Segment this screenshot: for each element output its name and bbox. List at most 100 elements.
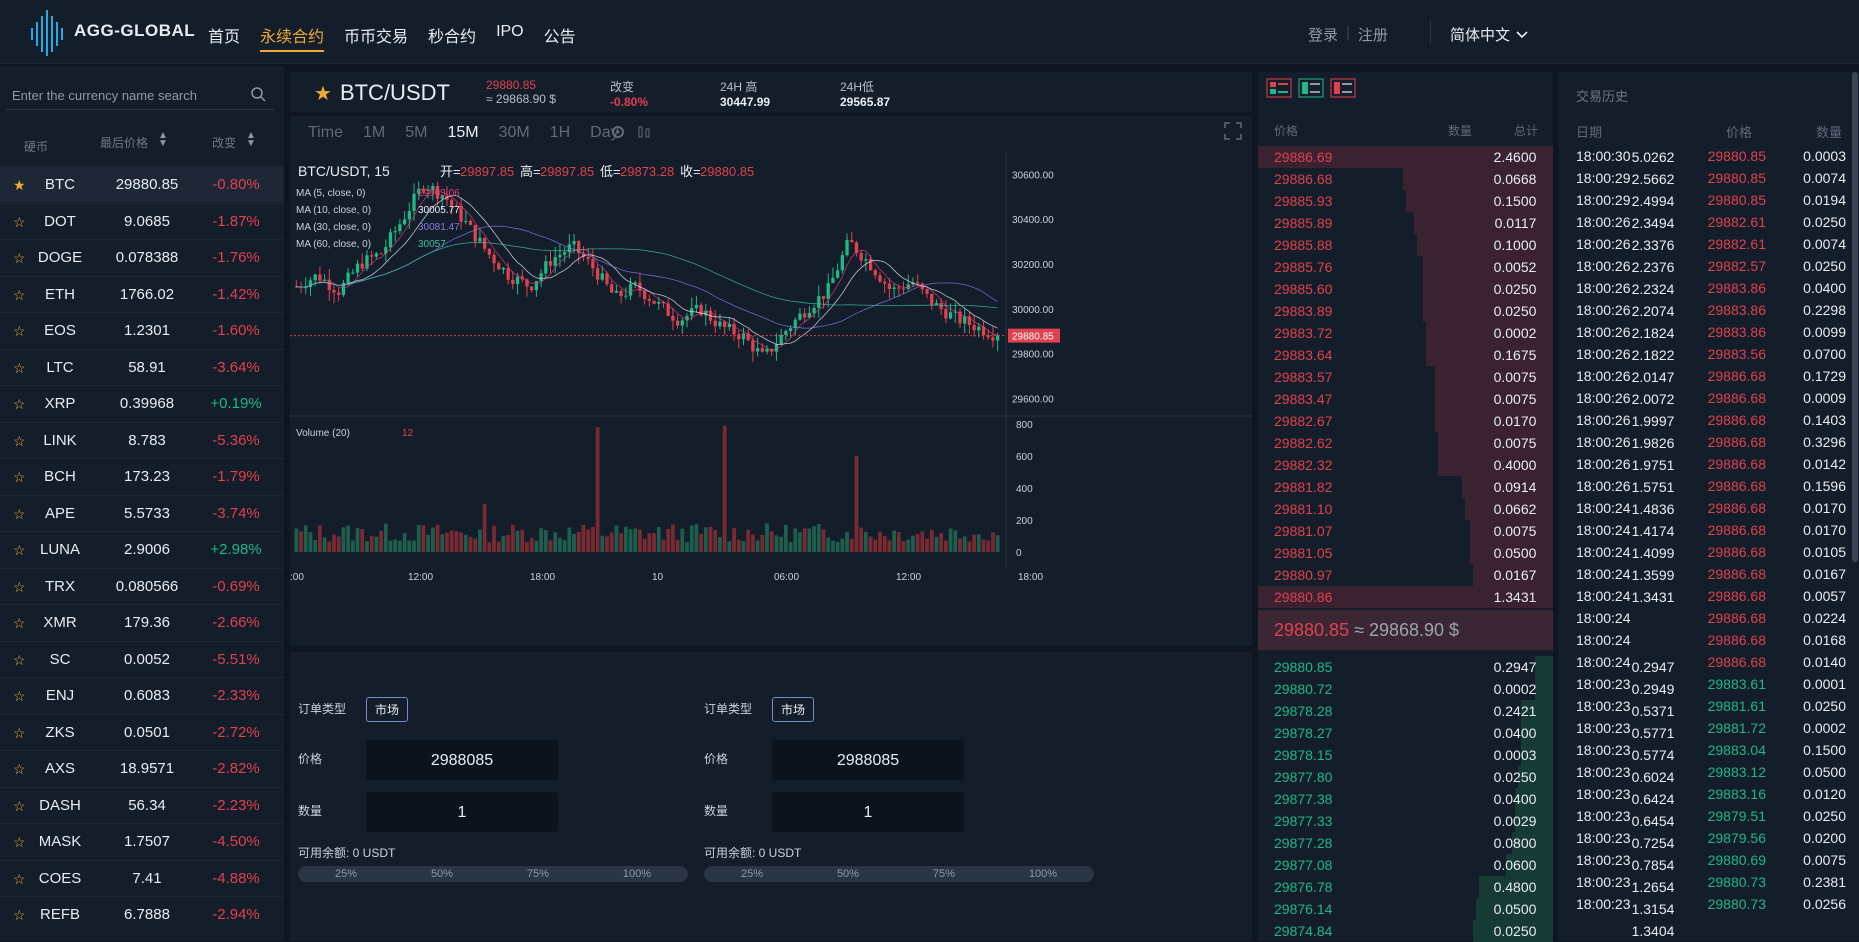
ask-row[interactable]: 29881.10 0.0662 1.4836: [1258, 498, 1674, 520]
nav-item[interactable]: 秒合约: [428, 29, 477, 46]
favorite-star-icon[interactable]: ☆: [13, 396, 26, 412]
ask-row[interactable]: 29885.60 0.0250 2.2324: [1258, 278, 1674, 300]
favorite-star-icon[interactable]: ☆: [13, 615, 26, 631]
market-row[interactable]: ☆ LINK 8.783 -5.36%: [0, 421, 284, 458]
coin-header[interactable]: 硬币: [24, 140, 49, 154]
scrollbar[interactable]: [1852, 72, 1858, 562]
login-link[interactable]: 登录: [1308, 27, 1339, 44]
percent-option[interactable]: 100%: [1028, 868, 1058, 880]
change-header[interactable]: 改变: [212, 136, 237, 150]
ask-row[interactable]: 29885.93 0.1500 2.4994: [1258, 190, 1674, 212]
favorite-star-icon[interactable]: ☆: [13, 688, 26, 704]
timeframe-option[interactable]: 30M: [498, 124, 530, 141]
market-row[interactable]: ☆ DOGE 0.078388 -1.76%: [0, 239, 284, 275]
bid-row[interactable]: 29877.33 0.0029 0.6454: [1258, 810, 1674, 832]
favorite-star-icon[interactable]: ☆: [13, 724, 26, 741]
favorite-star-icon[interactable]: ☆: [13, 870, 26, 887]
market-row[interactable]: ☆ COES 7.41 -4.88%: [0, 859, 284, 896]
market-row[interactable]: ★ BTC 29880.85 -0.80%: [0, 166, 284, 202]
market-row[interactable]: ☆ EOS 1.2301 -1.60%: [0, 312, 284, 348]
bid-row[interactable]: 29877.28 0.0800 0.7254: [1258, 832, 1674, 854]
candlestick-chart[interactable]: 30600.00 30400.00 30200.00 30000.00 29800.00…: [290, 152, 1252, 646]
market-order-button[interactable]: 市场: [366, 697, 408, 722]
favorite-star-icon[interactable]: ☆: [13, 505, 26, 522]
sort-icon[interactable]: ▲ ▼: [246, 130, 256, 149]
market-row[interactable]: ☆ SC 0.0052 -5.51%: [0, 640, 284, 677]
bid-row[interactable]: 29876.14 0.0500 1.3154: [1258, 898, 1674, 920]
quantity-input[interactable]: 1: [366, 792, 558, 832]
sort-icon[interactable]: ▲ ▼: [158, 130, 168, 149]
timeframe-option[interactable]: Time: [308, 124, 343, 141]
percent-option[interactable]: 75%: [526, 868, 549, 880]
percent-option[interactable]: 25%: [740, 868, 763, 880]
ask-row[interactable]: 29880.97 0.0167 1.3599: [1258, 564, 1674, 586]
language-selector[interactable]: 简体中文: [1450, 24, 1528, 45]
ask-row[interactable]: 29885.76 0.0052 2.2376: [1258, 256, 1674, 278]
ask-row[interactable]: 29881.07 0.0075 1.4174: [1258, 520, 1674, 542]
price-input[interactable]: 2988085: [366, 740, 558, 780]
search-icon[interactable]: [250, 86, 266, 102]
market-row[interactable]: ☆ AXS 18.9571 -2.82%: [0, 750, 284, 786]
ask-row[interactable]: 29886.69 2.4600 5.0262: [1258, 146, 1674, 168]
last-price-header[interactable]: 最后价格: [100, 136, 149, 150]
nav-item[interactable]: 公告: [543, 29, 576, 46]
favorite-star-icon[interactable]: ☆: [13, 761, 26, 777]
market-row[interactable]: ☆ DASH 56.34 -2.23%: [0, 786, 284, 823]
market-row[interactable]: ☆ MASK 1.7507 -4.50%: [0, 823, 284, 859]
ask-row[interactable]: 29883.89 0.0250 2.2074: [1258, 300, 1674, 322]
bid-row[interactable]: 29877.38 0.0400 0.6424: [1258, 788, 1674, 810]
favorite-star-icon[interactable]: ☆: [13, 797, 26, 814]
market-order-button[interactable]: 市场: [772, 697, 814, 722]
percent-option[interactable]: 100%: [622, 868, 652, 880]
ask-row[interactable]: 29885.89 0.0117 2.3494: [1258, 212, 1674, 234]
timeframe-option[interactable]: Day: [590, 124, 619, 141]
favorite-star-icon[interactable]: ★: [13, 177, 26, 193]
market-row[interactable]: ☆ REFB 6.7888 -2.94%: [0, 896, 284, 932]
timeframe-option[interactable]: 5M: [405, 124, 428, 141]
ask-row[interactable]: 29886.68 0.0668 2.5662: [1258, 168, 1674, 190]
ask-row[interactable]: 29883.64 0.1675 2.1822: [1258, 344, 1674, 366]
register-link[interactable]: 注册: [1357, 27, 1388, 44]
indicator-icon[interactable]: [636, 124, 652, 140]
ask-row[interactable]: 29882.32 0.4000 1.9751: [1258, 454, 1674, 476]
bid-row[interactable]: 29878.28 0.2421 0.5371: [1258, 700, 1674, 722]
bid-row[interactable]: 29876.78 0.4800 1.2654: [1258, 876, 1674, 898]
market-row[interactable]: ☆ APE 5.5733 -3.74%: [0, 494, 284, 531]
ask-row[interactable]: 29883.57 0.0075 2.0147: [1258, 366, 1674, 388]
nav-item[interactable]: 永续合约: [250, 0, 334, 64]
timeframe-option[interactable]: 1M: [362, 124, 386, 141]
amount-percent-slider[interactable]: 25% 50% 75% 100%: [298, 866, 688, 882]
bid-row[interactable]: 29874.84 0.0250 1.3404: [1258, 920, 1674, 942]
favorite-star-icon[interactable]: ☆: [13, 323, 26, 339]
ask-row[interactable]: 29882.62 0.0075 1.9826: [1258, 432, 1674, 454]
book-both-view-icon[interactable]: [1266, 78, 1292, 98]
ask-row[interactable]: 29885.88 0.1000 2.3376: [1258, 234, 1674, 256]
favorite-star-icon[interactable]: ★: [314, 82, 332, 105]
ask-row[interactable]: 29883.72 0.0002 2.1824: [1258, 322, 1674, 344]
price-input[interactable]: 2988085: [772, 740, 964, 780]
nav-item[interactable]: 币币交易: [344, 29, 409, 46]
nav-item[interactable]: 首页: [208, 29, 241, 46]
bid-row[interactable]: 29877.08 0.0600 0.7854: [1258, 854, 1674, 876]
ask-row[interactable]: 29881.82 0.0914 1.5751: [1258, 476, 1674, 498]
favorite-star-icon[interactable]: ☆: [13, 213, 26, 230]
market-row[interactable]: ☆ LUNA 2.9006 +2.98%: [0, 531, 284, 567]
favorite-star-icon[interactable]: ☆: [13, 432, 26, 449]
ask-row[interactable]: 29882.67 0.0170 1.9997: [1258, 410, 1674, 432]
market-row[interactable]: ☆ DOT 9.0685 -1.87%: [0, 202, 284, 239]
favorite-star-icon[interactable]: ☆: [13, 907, 26, 923]
percent-option[interactable]: 25%: [334, 868, 357, 880]
market-row[interactable]: ☆ XRP 0.39968 +0.19%: [0, 385, 284, 421]
bid-row[interactable]: 29877.80 0.0250 0.6024: [1258, 766, 1674, 788]
market-row[interactable]: ☆ BCH 173.23 -1.79%: [0, 458, 284, 494]
bid-row[interactable]: 29880.72 0.0002 0.2949: [1258, 678, 1674, 700]
favorite-star-icon[interactable]: ☆: [13, 469, 26, 485]
ask-row[interactable]: 29883.47 0.0075 2.0072: [1258, 388, 1674, 410]
market-row[interactable]: ☆ ENJ 0.6083 -2.33%: [0, 677, 284, 713]
percent-option[interactable]: 50%: [430, 868, 453, 880]
amount-percent-slider[interactable]: 25% 50% 75% 100%: [704, 866, 1094, 882]
market-row[interactable]: ☆ ETH 1766.02 -1.42%: [0, 275, 284, 312]
book-asks-view-icon[interactable]: [1330, 78, 1356, 98]
bid-row[interactable]: 29880.85 0.2947 0.2947: [1258, 656, 1674, 678]
search-input[interactable]: Enter the currency name search: [6, 80, 274, 110]
